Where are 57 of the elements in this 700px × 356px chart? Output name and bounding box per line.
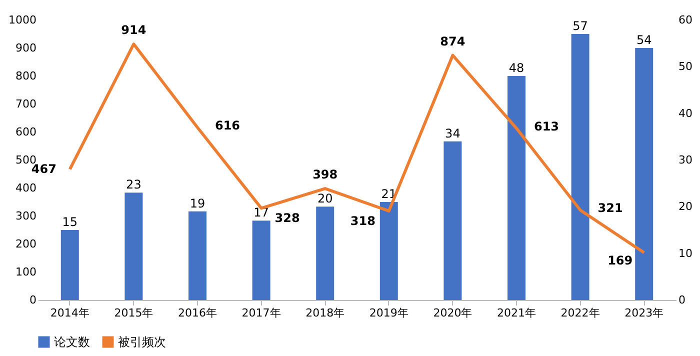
y-tick-label: 400 [16, 182, 36, 194]
y2-tick-label: 40 [678, 106, 692, 120]
x-tick-label: 2017年 [242, 306, 281, 320]
y-tick-label: 900 [16, 42, 36, 54]
x-tick-label: 2019年 [369, 306, 408, 320]
bar [508, 76, 526, 300]
data-label: 321 [598, 201, 623, 216]
data-label: 613 [534, 119, 560, 134]
data-label: 874 [440, 34, 466, 48]
y-tick-label: 1000 [8, 14, 36, 26]
data-label: 20 [317, 192, 333, 206]
bar [124, 192, 143, 300]
y2-tick-label: 20 [678, 200, 692, 214]
data-label: 23 [126, 178, 142, 192]
bar [316, 206, 334, 300]
data-label: 467 [31, 162, 56, 176]
x-tick-label: 2015年 [114, 306, 154, 320]
data-label: 398 [312, 168, 338, 182]
y2-tick-label: 0 [678, 294, 686, 306]
y-tick-label: 700 [16, 98, 36, 110]
y-tick-label: 0 [30, 294, 36, 306]
legend-label: 被引频次 [118, 335, 166, 349]
data-label: 169 [608, 254, 633, 268]
data-label: 34 [445, 126, 460, 140]
data-label: 318 [350, 214, 376, 228]
bar [571, 34, 590, 300]
legend-label: 论文数 [54, 335, 90, 349]
x-tick-label: 2020年 [433, 306, 472, 320]
y-tick-label: 800 [16, 70, 36, 82]
data-label: 48 [508, 61, 524, 75]
x-tick-label: 2018年 [306, 306, 345, 320]
y-tick-label: 600 [16, 126, 36, 138]
bar [635, 48, 654, 300]
y2-tick-label: 30 [678, 154, 692, 166]
y2-tick-label: 50 [678, 60, 692, 74]
x-tick-label: 2023年 [624, 306, 664, 320]
data-label: 15 [62, 215, 78, 229]
data-label: 328 [274, 211, 300, 226]
data-label: 57 [572, 19, 588, 33]
y-tick-label: 100 [16, 266, 36, 278]
data-label: 914 [121, 23, 146, 38]
bar [380, 202, 398, 300]
x-tick-label: 2014年 [50, 306, 90, 320]
y-tick-label: 300 [16, 210, 36, 222]
bar [60, 230, 79, 300]
data-label: 54 [636, 33, 652, 47]
y2-tick-label: 10 [678, 246, 692, 260]
x-tick-label: 2022年 [560, 306, 600, 320]
data-label: 616 [214, 118, 240, 133]
x-tick-label: 2016年 [178, 306, 217, 320]
x-tick-label: 2021年 [497, 306, 536, 320]
y-tick-label: 200 [16, 238, 36, 250]
y2-tick-label: 60 [678, 14, 692, 26]
bar [444, 141, 462, 300]
bar [188, 211, 206, 300]
bar [252, 220, 270, 300]
data-label: 19 [190, 196, 206, 210]
